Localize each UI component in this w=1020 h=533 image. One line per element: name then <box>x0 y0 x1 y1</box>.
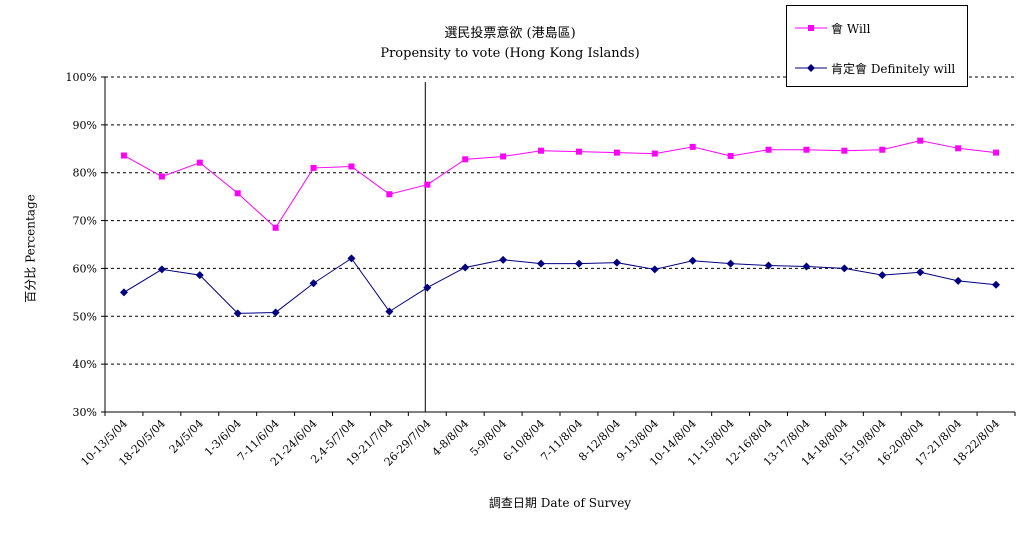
y-axis-label: 百分比 Percentage <box>23 194 38 303</box>
data-point <box>954 276 963 285</box>
data-point <box>347 254 356 263</box>
data-point <box>650 265 659 274</box>
series-line <box>123 257 997 314</box>
data-point <box>120 152 127 159</box>
data-point <box>196 159 203 166</box>
data-point <box>386 191 393 198</box>
data-point <box>764 261 773 270</box>
data-point <box>841 147 848 154</box>
x-axis-label: 調查日期 Date of Survey <box>488 496 632 510</box>
legend-item-will: 會 Will <box>795 20 870 36</box>
data-point <box>803 146 810 153</box>
data-point <box>310 164 317 171</box>
data-point <box>309 279 318 288</box>
data-point <box>917 137 924 144</box>
data-point <box>195 271 204 280</box>
chart-title: 選民投票意欲 (港島區) <box>444 26 576 41</box>
legend-marker-diamond-icon <box>795 64 827 72</box>
data-point <box>272 224 279 231</box>
y-tick-label: 90% <box>73 119 97 132</box>
x-tick-label: 4-8/8/04 <box>430 417 472 459</box>
legend-label-definitely-will: 肯定會 Definitely will <box>831 61 956 76</box>
data-point <box>157 265 166 274</box>
data-point <box>993 149 1000 156</box>
legend-label-will: 會 Will <box>831 21 871 36</box>
data-point <box>461 263 470 272</box>
y-tick-label: 100% <box>66 71 97 84</box>
legend: 會 Will 肯定會 Definitely will <box>786 5 968 87</box>
y-tick-label: 30% <box>73 406 97 419</box>
data-point <box>537 259 546 268</box>
data-point <box>348 163 355 170</box>
data-point <box>727 152 734 159</box>
data-point <box>538 147 545 154</box>
legend-marker-square-icon <box>795 25 827 31</box>
chart-subtitle: Propensity to vote (Hong Kong Islands) <box>380 46 640 61</box>
data-point <box>613 149 620 156</box>
data-point <box>575 148 582 155</box>
data-point <box>574 259 583 268</box>
data-point <box>802 262 811 271</box>
data-point <box>500 153 507 160</box>
legend-item-definitely-will: 肯定會 Definitely will <box>795 60 955 76</box>
data-point <box>499 255 508 264</box>
data-point <box>271 308 280 317</box>
data-point <box>840 264 849 273</box>
data-point <box>424 181 431 188</box>
x-tick-label: 24/5/04 <box>167 417 206 456</box>
y-tick-label: 70% <box>73 215 97 228</box>
y-tick-label: 50% <box>73 310 97 323</box>
data-point <box>385 307 394 316</box>
data-point <box>423 283 432 292</box>
y-tick-label: 40% <box>73 358 97 371</box>
data-point <box>916 268 925 277</box>
data-point <box>651 150 658 157</box>
data-point <box>234 190 241 197</box>
data-point <box>688 256 697 265</box>
data-point <box>878 271 887 280</box>
y-tick-label: 60% <box>73 262 97 275</box>
data-point <box>233 309 242 318</box>
data-point <box>765 146 772 153</box>
data-point <box>158 173 165 180</box>
data-point <box>612 258 621 267</box>
data-point <box>462 156 469 163</box>
data-point <box>119 288 128 297</box>
data-point <box>992 280 1001 289</box>
data-point <box>726 259 735 268</box>
data-point <box>689 143 696 150</box>
data-point <box>955 145 962 152</box>
data-point <box>879 146 886 153</box>
series-line <box>123 140 997 229</box>
y-tick-label: 80% <box>73 167 97 180</box>
